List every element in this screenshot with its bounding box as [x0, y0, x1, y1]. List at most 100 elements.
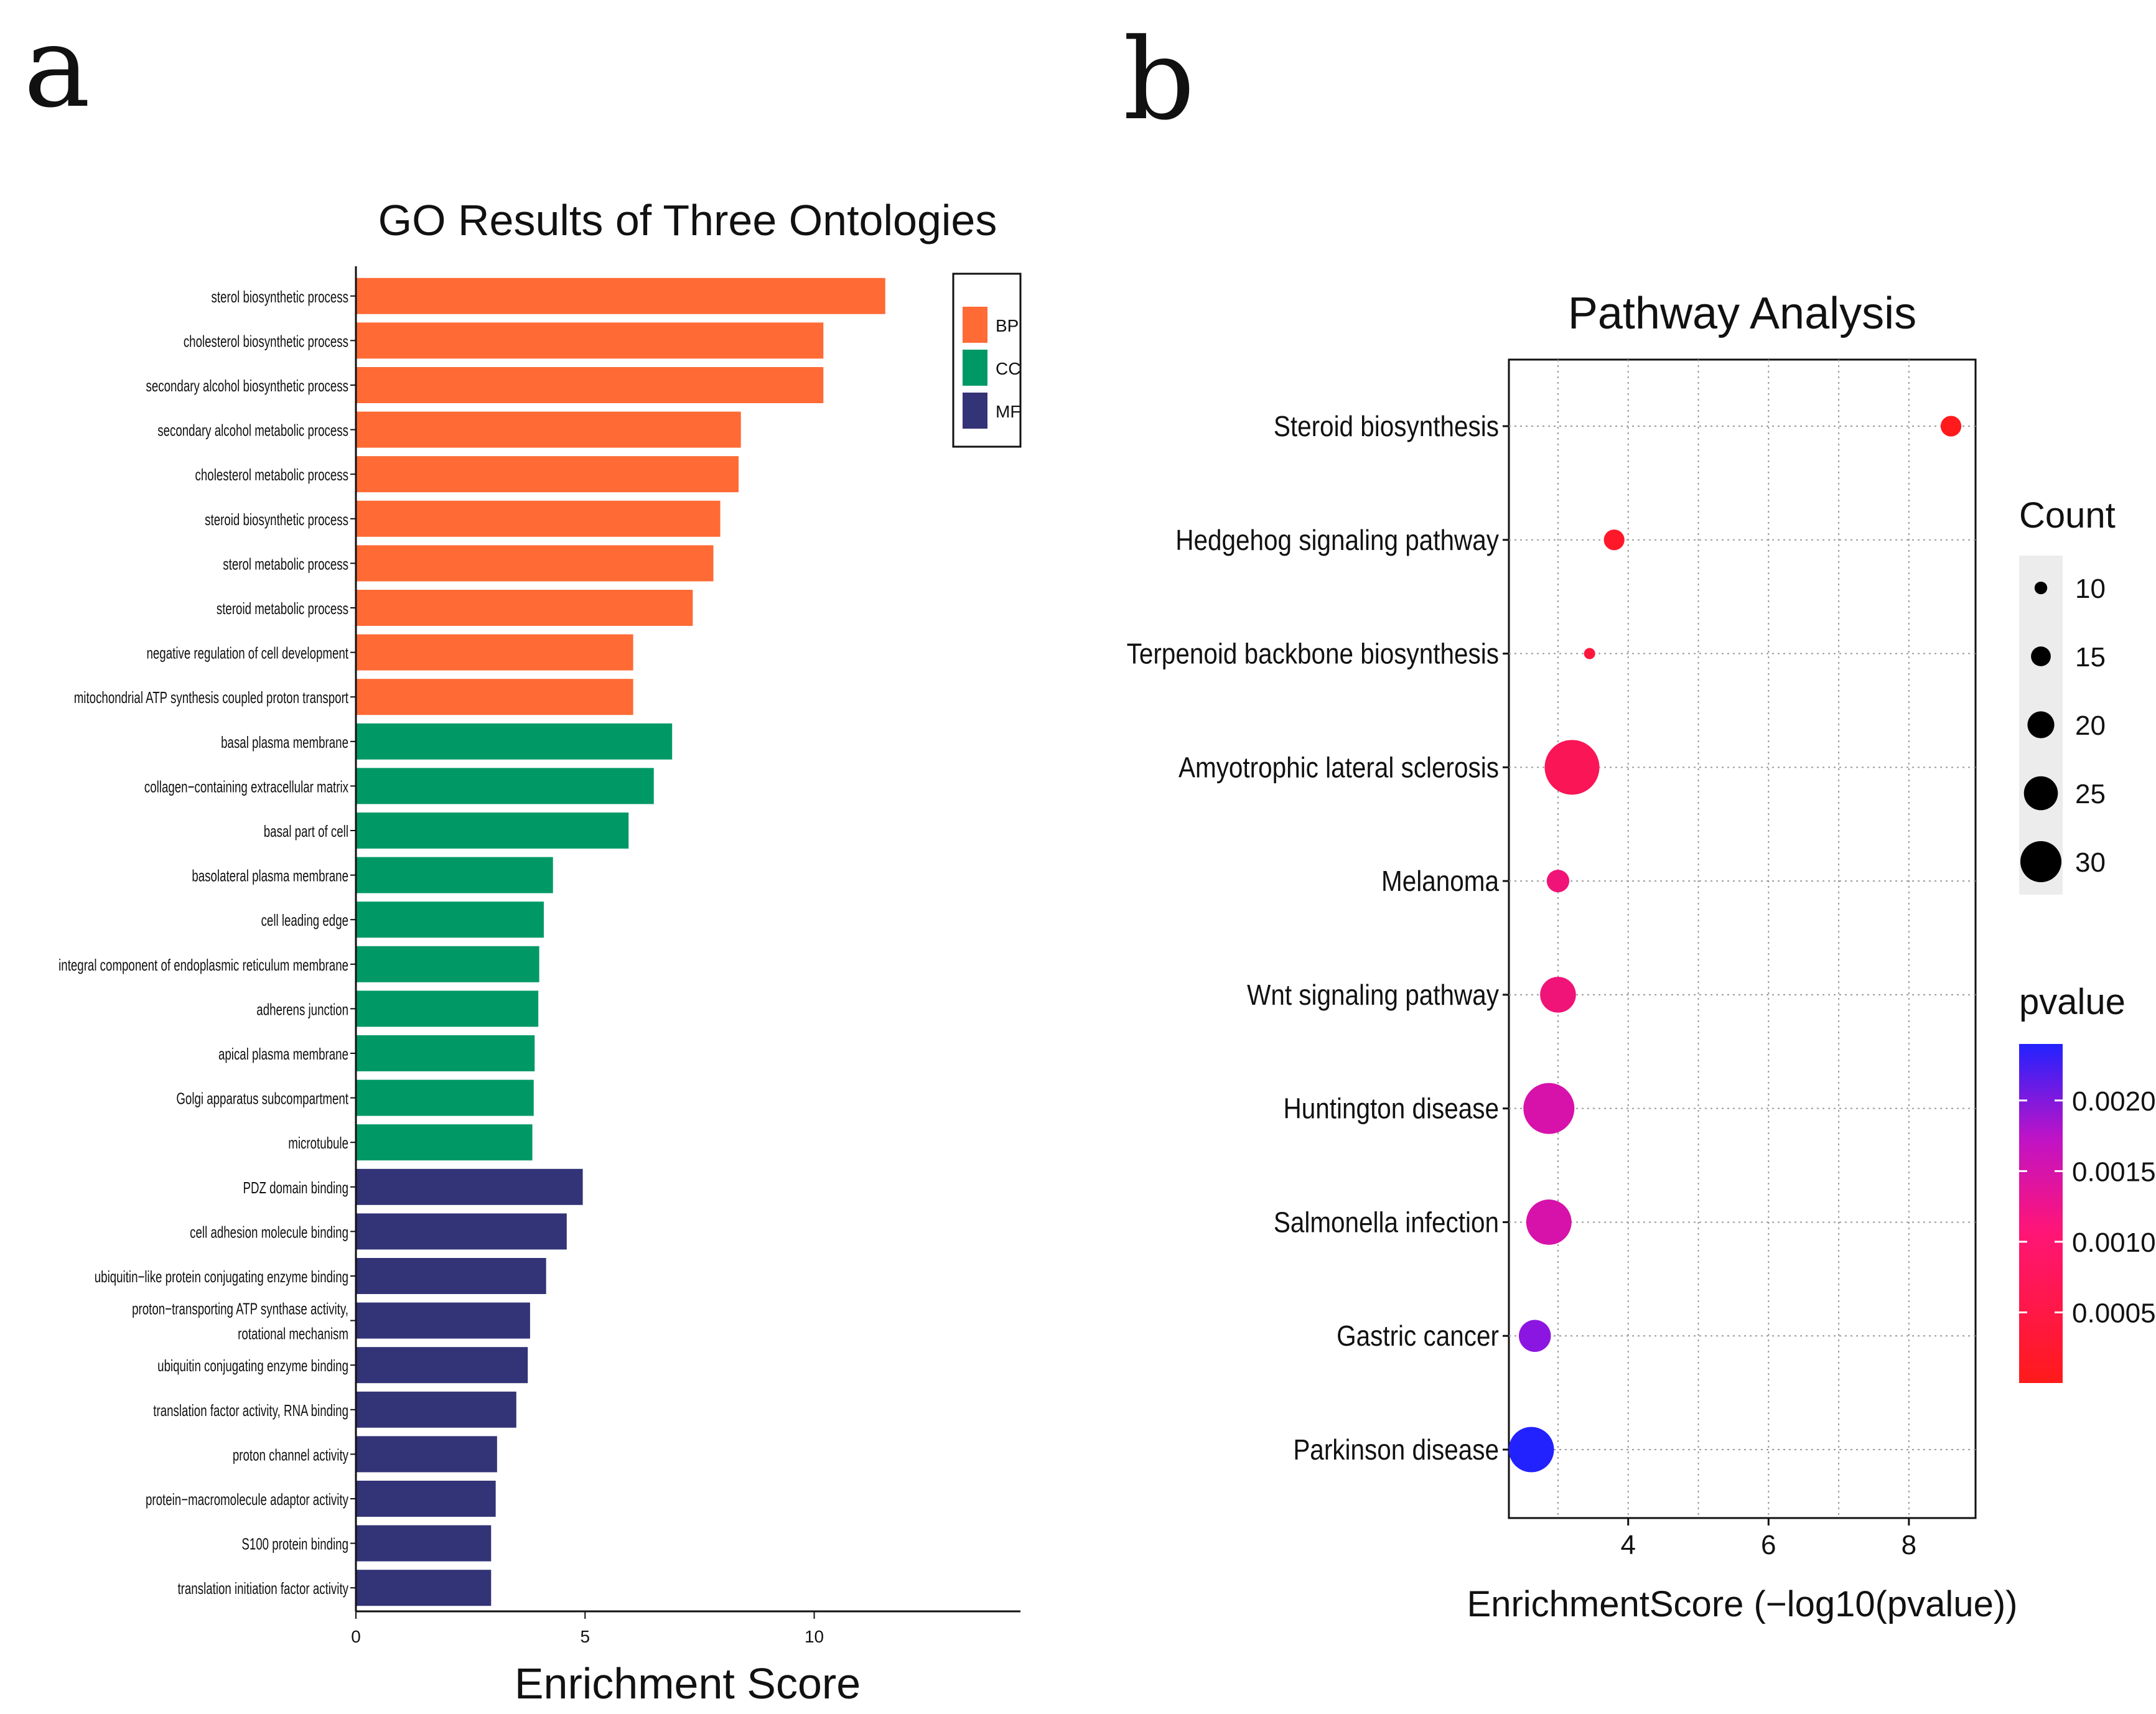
category-label: S100 protein binding	[241, 1534, 348, 1553]
legend-swatch-mf	[963, 393, 987, 429]
count-legend-title: Count	[2019, 495, 2116, 536]
point-hedgehog-signaling-pathway	[1603, 529, 1625, 551]
panel-letter-a: a	[24, 2, 90, 133]
bar-translation-initiation-factor-activity	[356, 1570, 492, 1606]
bar-golgi-apparatus-subcompartment	[356, 1079, 534, 1116]
bar-secondary-alcohol-metabolic-process	[356, 411, 741, 448]
pvalue-colorbar	[2019, 1044, 2063, 1383]
pvalue-legend: pvalue 0.0005 0.0010 0.0015 0.0020	[2019, 982, 2156, 1383]
bar-steroid-metabolic-process	[356, 590, 693, 626]
category-label: ubiquitin−like protein conjugating enzym…	[95, 1267, 348, 1286]
category-label: proton−transporting ATP synthase activit…	[132, 1299, 348, 1343]
category-label: adherens junction	[256, 1000, 348, 1018]
pathway-labels: Steroid biosynthesis Hedgehog signaling p…	[1127, 411, 1509, 1466]
pathway-label: Salmonella infection	[1274, 1207, 1499, 1239]
pathway-label: Amyotrophic lateral sclerosis	[1178, 752, 1499, 784]
chart-b-x-ticks: 4 6 8	[1620, 1518, 1916, 1560]
bar-apical-plasma-membrane	[356, 1035, 535, 1071]
x-tick-label: 4	[1620, 1530, 1635, 1560]
category-label: mitochondrial ATP synthesis coupled prot…	[74, 688, 349, 707]
panel-letter-b: b	[1123, 15, 1195, 145]
category-label: steroid biosynthetic process	[205, 510, 348, 529]
point-amyotrophic-lateral-sclerosis	[1544, 740, 1600, 795]
count-legend-label: 20	[2075, 710, 2106, 741]
go-category-labels: sterol biosynthetic process cholesterol b…	[58, 287, 356, 1598]
pvalue-legend-label: 0.0010	[2072, 1227, 2156, 1258]
count-legend-dot	[2027, 711, 2055, 738]
count-legend-label: 15	[2075, 642, 2106, 673]
category-label: basal part of cell	[264, 822, 348, 841]
chart-a-x-axis-title: Enrichment Score	[515, 1659, 861, 1708]
pvalue-legend-label: 0.0020	[2072, 1086, 2156, 1117]
bar-basolateral-plasma-membrane	[356, 857, 553, 893]
chart-a-title: GO Results of Three Ontologies	[378, 196, 997, 245]
bar-cholesterol-metabolic-process	[356, 456, 739, 493]
category-label: cholesterol biosynthetic process	[184, 332, 348, 350]
count-legend-label: 10	[2075, 574, 2106, 604]
count-legend-dot	[2031, 646, 2051, 666]
count-legend-dot	[2020, 841, 2061, 882]
bar-proton-transporting-atp-synthase-activity-rotational-mechanism	[356, 1302, 530, 1339]
bar-microtubule	[356, 1124, 533, 1161]
point-steroid-biosynthesis	[1940, 416, 1962, 437]
x-tick-label: 8	[1902, 1530, 1916, 1560]
count-legend-dot	[2034, 581, 2048, 595]
category-label: translation factor activity, RNA binding	[153, 1401, 348, 1420]
point-parkinson-disease	[1508, 1427, 1554, 1473]
point-terpenoid-backbone-biosynthesis	[1584, 648, 1595, 659]
bar-sterol-biosynthetic-process	[356, 277, 885, 314]
pathway-label: Wnt signaling pathway	[1247, 980, 1499, 1012]
point-melanoma	[1546, 869, 1570, 893]
category-label: sterol metabolic process	[223, 554, 348, 573]
category-label: steroid metabolic process	[217, 599, 348, 618]
bar-proton-channel-activity	[356, 1436, 497, 1473]
bar-pdz-domain-binding	[356, 1168, 583, 1205]
count-legend-items: 10 15 20 25 30	[2020, 574, 2106, 882]
category-label: cell adhesion molecule binding	[190, 1223, 348, 1241]
bar-steroid-biosynthetic-process	[356, 500, 721, 537]
x-tick-label: 6	[1761, 1530, 1776, 1560]
category-label: translation initiation factor activity	[177, 1579, 348, 1598]
category-label: protein−macromolecule adaptor activity	[146, 1490, 349, 1509]
bar-translation-factor-activity-rna-binding	[356, 1391, 516, 1428]
chart-b-title: Pathway Analysis	[1568, 289, 1916, 338]
category-label: microtubule	[288, 1134, 348, 1152]
chart-a-x-ticks: 0 5 10	[351, 1611, 824, 1646]
legend-label-cc: CC	[996, 359, 1020, 378]
bar-mitochondrial-atp-synthesis-coupled-proton-transport	[356, 679, 633, 715]
x-tick-label: 10	[805, 1627, 824, 1646]
pathway-label: Parkinson disease	[1293, 1435, 1499, 1466]
legend-swatch-bp	[963, 307, 987, 343]
bar-adherens-junction	[356, 990, 539, 1027]
pathway-label: Hedgehog signaling pathway	[1175, 524, 1499, 556]
category-label: ubiquitin conjugating enzyme binding	[157, 1356, 348, 1375]
legend-swatch-cc	[963, 350, 987, 386]
category-label: sterol biosynthetic process	[212, 287, 348, 306]
category-label: Golgi apparatus subcompartment	[176, 1089, 348, 1107]
category-label: secondary alcohol metabolic process	[157, 421, 348, 439]
count-legend-dot	[2023, 776, 2058, 811]
category-label: apical plasma membrane	[218, 1045, 348, 1063]
bar-cholesterol-biosynthetic-process	[356, 322, 824, 359]
bar-ubiquitin-like-protein-conjugating-enzyme-binding	[356, 1258, 546, 1294]
count-legend-label: 30	[2075, 847, 2106, 878]
bar-cell-leading-edge	[356, 901, 544, 938]
bar-secondary-alcohol-biosynthetic-process	[356, 367, 824, 403]
chart-b-panel-border	[1508, 358, 1977, 1519]
category-label: PDZ domain binding	[243, 1178, 348, 1197]
bar-cell-adhesion-molecule-binding	[356, 1213, 567, 1250]
count-legend: Count 10 15 20 25 30	[2019, 495, 2116, 895]
category-label: negative regulation of cell development	[146, 643, 348, 662]
bar-basal-plasma-membrane	[356, 723, 673, 760]
pvalue-legend-ticks: 0.0005 0.0010 0.0015 0.0020	[2019, 1086, 2156, 1328]
pvalue-legend-label: 0.0005	[2072, 1298, 2156, 1328]
category-label: cell leading edge	[261, 911, 348, 929]
category-label: integral component of endoplasmic reticu…	[58, 956, 348, 974]
point-wnt-signaling-pathway	[1540, 977, 1576, 1013]
count-legend-label: 25	[2075, 779, 2106, 809]
bar-s100-protein-binding	[356, 1525, 492, 1562]
bar-sterol-metabolic-process	[356, 545, 714, 582]
chart-a-legend: BP CC MF	[952, 272, 1022, 448]
bar-integral-component-of-endoplasmic-reticulum-membrane	[356, 946, 539, 982]
